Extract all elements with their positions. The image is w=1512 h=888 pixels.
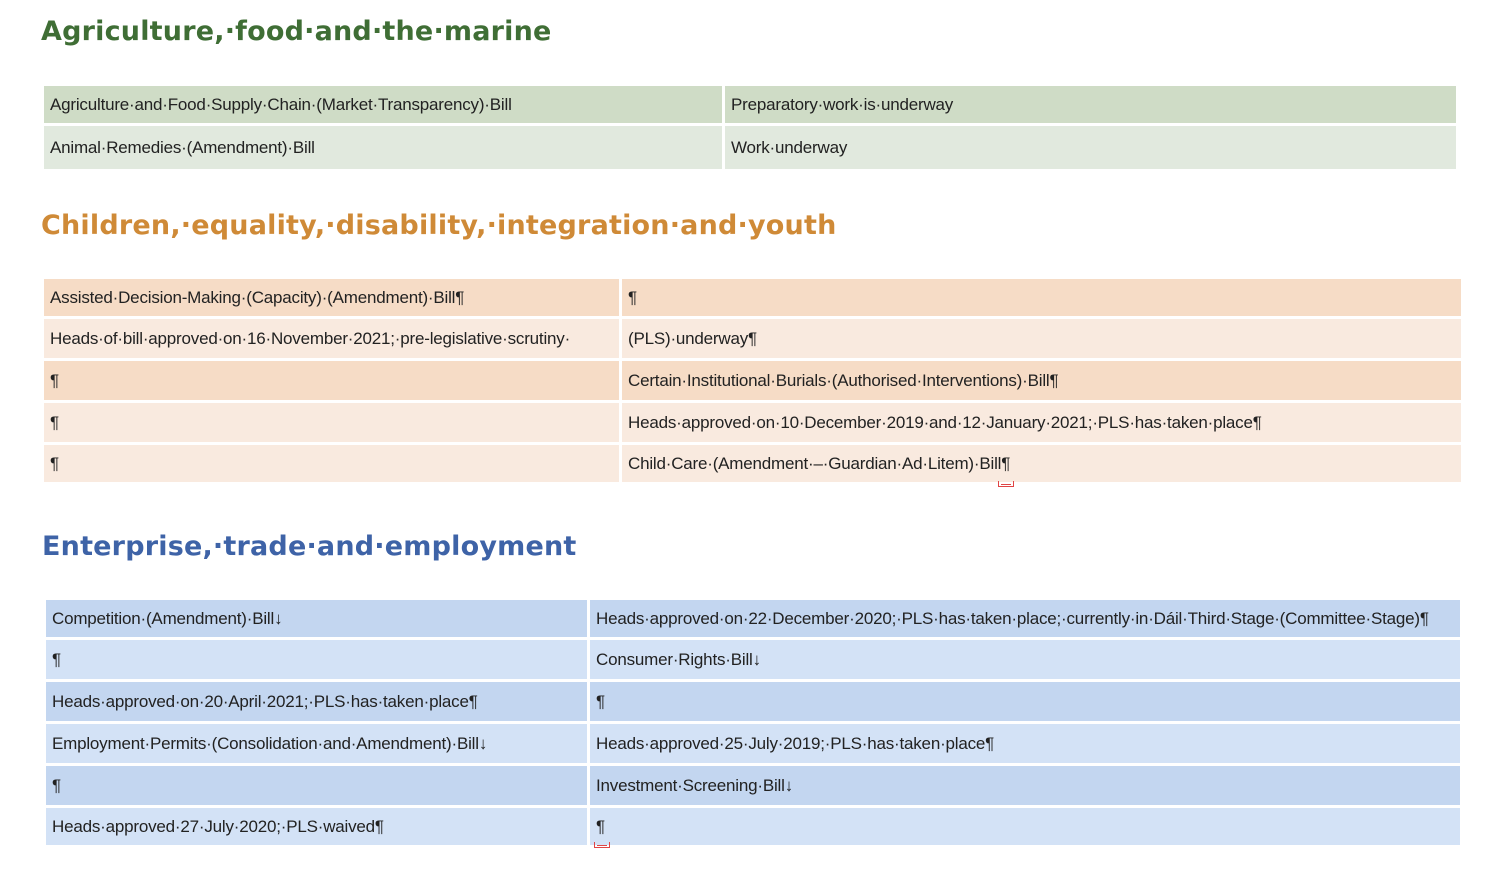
bill-status-cell: Preparatory·work·is·underway bbox=[725, 86, 1456, 123]
table-row: ¶ Investment·Screening·Bill↓ bbox=[46, 766, 1460, 805]
table-cell: ¶ bbox=[46, 640, 587, 679]
section-heading-enterprise: Enterprise,·trade·and·employment bbox=[42, 531, 577, 562]
table-row: ¶ Heads·approved·on·10·December·2019·and… bbox=[44, 403, 1461, 442]
table-row: Competition·(Amendment)·Bill↓ Heads·appr… bbox=[46, 600, 1460, 637]
table-cell: ¶ bbox=[622, 279, 1461, 316]
table-cell: ¶ bbox=[44, 403, 619, 442]
table-row: Heads·approved·on·20·April·2021;·PLS·has… bbox=[46, 682, 1460, 721]
table-cell: ¶ bbox=[590, 808, 1460, 845]
table-cell: Consumer·Rights·Bill↓ bbox=[590, 640, 1460, 679]
table-cell: (PLS)·underway¶ bbox=[622, 319, 1461, 358]
table-row: ¶ Certain·Institutional·Burials·(Authori… bbox=[44, 361, 1461, 400]
table-cell: ¶ bbox=[590, 682, 1460, 721]
table-cell: ¶ bbox=[46, 766, 587, 805]
table-cell: Assisted·Decision-Making·(Capacity)·(Ame… bbox=[44, 279, 619, 316]
table-cell: Heads·approved·25·July·2019;·PLS·has·tak… bbox=[590, 724, 1460, 763]
table-row: ¶ Child·Care·(Amendment·–·Guardian·Ad·Li… bbox=[44, 445, 1461, 482]
table-cell: Child·Care·(Amendment·–·Guardian·Ad·Lite… bbox=[622, 445, 1461, 482]
table-cell: Heads·approved·on·20·April·2021;·PLS·has… bbox=[46, 682, 587, 721]
table-cell: Investment·Screening·Bill↓ bbox=[590, 766, 1460, 805]
revision-marker-icon bbox=[594, 842, 610, 848]
table-cell: Heads·approved·on·10·December·2019·and·1… bbox=[622, 403, 1461, 442]
table-row: Employment·Permits·(Consolidation·and·Am… bbox=[46, 724, 1460, 763]
section-heading-agriculture: Agriculture,·food·and·the·marine bbox=[41, 16, 552, 47]
table-cell: ¶ bbox=[44, 445, 619, 482]
children-table: Assisted·Decision-Making·(Capacity)·(Ame… bbox=[41, 276, 1464, 485]
revision-marker-icon bbox=[998, 481, 1014, 487]
table-row: Animal·Remedies·(Amendment)·Bill Work·un… bbox=[44, 126, 1456, 169]
table-cell: ¶ bbox=[44, 361, 619, 400]
table-row: ¶ Consumer·Rights·Bill↓ bbox=[46, 640, 1460, 679]
table-row: Heads·of·bill·approved·on·16·November·20… bbox=[44, 319, 1461, 358]
table-cell: Competition·(Amendment)·Bill↓ bbox=[46, 600, 587, 637]
bill-name-cell: Agriculture·and·Food·Supply·Chain·(Marke… bbox=[44, 86, 722, 123]
bill-name-cell: Animal·Remedies·(Amendment)·Bill bbox=[44, 126, 722, 169]
table-cell: Heads·approved·on·22·December·2020;·PLS·… bbox=[590, 600, 1460, 637]
table-cell: Certain·Institutional·Burials·(Authorise… bbox=[622, 361, 1461, 400]
section-heading-children: Children,·equality,·disability,·integrat… bbox=[41, 210, 837, 241]
table-row: Agriculture·and·Food·Supply·Chain·(Marke… bbox=[44, 86, 1456, 123]
table-row: Heads·approved·27·July·2020;·PLS·waived¶… bbox=[46, 808, 1460, 845]
table-row: Assisted·Decision-Making·(Capacity)·(Ame… bbox=[44, 279, 1461, 316]
agriculture-table: Agriculture·and·Food·Supply·Chain·(Marke… bbox=[41, 83, 1459, 172]
bill-status-cell: Work·underway bbox=[725, 126, 1456, 169]
table-cell: Heads·approved·27·July·2020;·PLS·waived¶ bbox=[46, 808, 587, 845]
table-cell: Heads·of·bill·approved·on·16·November·20… bbox=[44, 319, 619, 358]
enterprise-table: Competition·(Amendment)·Bill↓ Heads·appr… bbox=[43, 597, 1463, 848]
table-cell: Employment·Permits·(Consolidation·and·Am… bbox=[46, 724, 587, 763]
